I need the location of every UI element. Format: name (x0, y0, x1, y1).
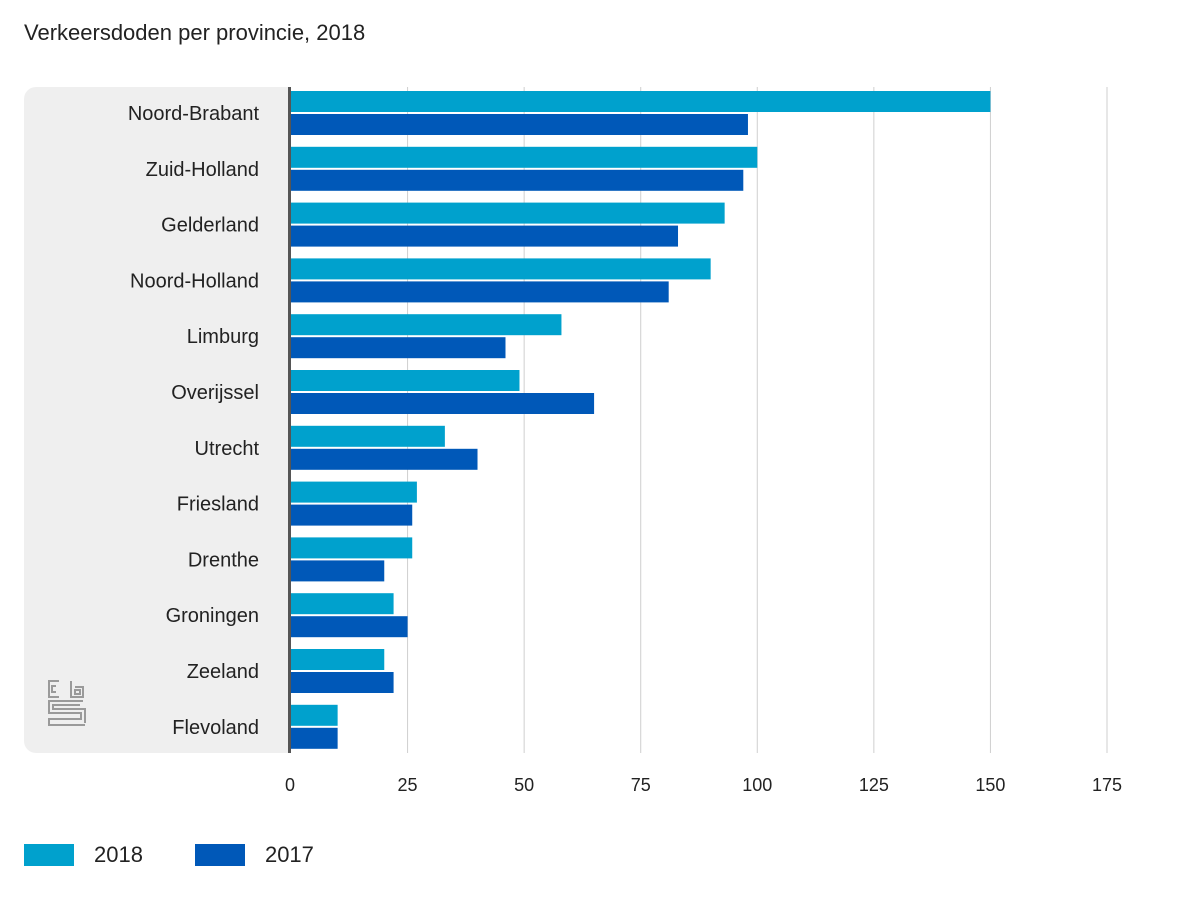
legend-swatch-2018 (24, 844, 74, 866)
x-tick-label: 175 (1092, 775, 1122, 795)
bar-2017-groningen[interactable] (291, 616, 408, 638)
bar-2018-utrecht[interactable] (291, 425, 445, 447)
category-label: Gelderland (161, 215, 259, 237)
legend-swatch-2017 (194, 844, 245, 866)
category-label: Utrecht (195, 438, 260, 460)
legend-item-2017[interactable]: 2017 (194, 842, 314, 868)
x-tick-labels: 0 25 50 75 100 125 150 175 (285, 775, 1122, 795)
bar-2017-utrecht[interactable] (291, 448, 478, 470)
bar-2017-limburg[interactable] (291, 337, 506, 359)
category-label: Noord-Brabant (128, 103, 260, 125)
legend: 2018 2017 (24, 842, 366, 868)
category-label: Groningen (166, 605, 259, 627)
bars (291, 91, 991, 749)
bar-2017-zuid-holland[interactable] (291, 169, 744, 191)
bar-2017-flevoland[interactable] (291, 727, 338, 749)
x-tick-label: 75 (631, 775, 651, 795)
category-label: Limburg (187, 326, 259, 348)
category-label: Friesland (177, 494, 259, 516)
legend-item-2018[interactable]: 2018 (24, 842, 143, 868)
x-tick-label: 150 (975, 775, 1005, 795)
category-label: Noord-Holland (130, 270, 259, 292)
x-tick-label: 100 (742, 775, 772, 795)
category-label: Drenthe (188, 549, 259, 571)
category-label: Overijssel (171, 382, 259, 404)
bar-2018-overijssel[interactable] (291, 370, 520, 391)
bar-2018-limburg[interactable] (291, 314, 562, 336)
bar-2017-friesland[interactable] (291, 504, 413, 526)
bar-2018-zeeland[interactable] (291, 649, 385, 670)
category-label: Zeeland (187, 661, 259, 683)
bar-2018-friesland[interactable] (291, 481, 417, 503)
bar-2018-noord-brabant[interactable] (291, 91, 991, 112)
cbs-logo: cbs (48, 680, 86, 726)
bar-2017-overijssel[interactable] (291, 393, 595, 414)
x-tick-label: 125 (859, 775, 889, 795)
bar-2018-noord-holland[interactable] (291, 258, 711, 280)
bar-2018-groningen[interactable] (291, 593, 394, 615)
x-tick-label: 0 (285, 775, 295, 795)
gridlines (407, 87, 1108, 753)
x-tick-label: 25 (398, 775, 418, 795)
x-tick-label: 50 (514, 775, 534, 795)
bar-2018-zuid-holland[interactable] (291, 146, 758, 168)
bar-2017-gelderland[interactable] (291, 225, 679, 247)
bar-2017-zeeland[interactable] (291, 672, 394, 693)
bar-2017-noord-holland[interactable] (291, 281, 669, 303)
category-label: Zuid-Holland (146, 159, 259, 181)
category-labels: Noord-Brabant Zuid-Holland Gelderland Noord… (128, 103, 260, 739)
legend-label-2017: 2017 (264, 842, 314, 867)
bar-2017-drenthe[interactable] (291, 560, 385, 582)
legend-label-2018: 2018 (94, 842, 143, 867)
bar-2018-flevoland[interactable] (291, 704, 338, 726)
bar-2018-gelderland[interactable] (291, 202, 725, 224)
bar-2018-drenthe[interactable] (291, 537, 413, 559)
category-label: Flevoland (172, 717, 259, 739)
bar-2017-noord-brabant[interactable] (291, 114, 748, 135)
chart-title: Verkeersdoden per provincie, 2018 (24, 20, 366, 45)
